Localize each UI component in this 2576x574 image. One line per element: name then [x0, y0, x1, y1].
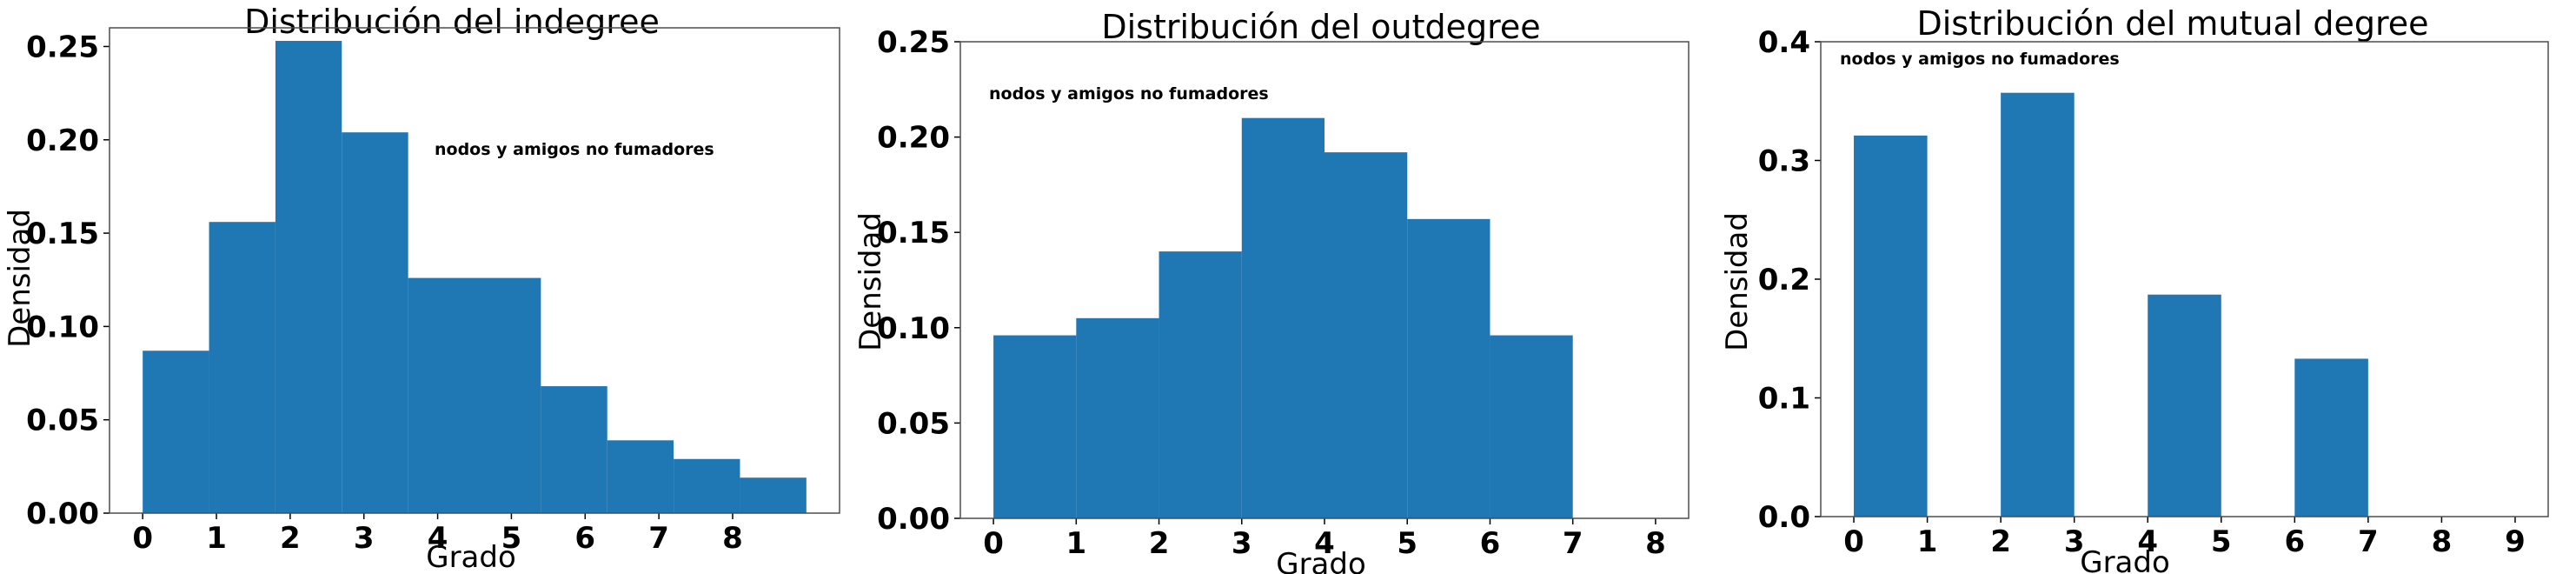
outdegree-y-tick-label: 0.10 — [877, 311, 950, 346]
mutual-degree-y-tick-label: 0.2 — [1758, 263, 1810, 297]
mutual-degree-x-tick-label: 9 — [2505, 524, 2526, 559]
outdegree-y-tick-label: 0.25 — [877, 25, 950, 60]
mutual-degree-bar — [2148, 294, 2221, 517]
outdegree-x-tick-label: 8 — [1645, 526, 1666, 561]
indegree-ticks: 0 1 2 3 4 5 6 7 8 0.00 0.05 0.10 0.15 0.20 0.25 — [26, 30, 743, 556]
outdegree-y-tick-label: 0.15 — [877, 216, 950, 250]
outdegree-bar — [1407, 218, 1490, 518]
mutual-degree-x-tick-label: 8 — [2432, 524, 2453, 559]
indegree-y-tick-label: 0.00 — [26, 497, 99, 531]
mutual-degree-x-tick-label: 7 — [2358, 524, 2379, 559]
indegree-x-tick-label: 8 — [722, 521, 743, 556]
mutual-degree-y-tick-label: 0.3 — [1758, 144, 1810, 179]
indegree-chart-title: Distribución del indegree — [244, 3, 660, 41]
indegree-x-axis-label: Grado — [426, 540, 516, 574]
mutual-degree-y-tick-label: 0.4 — [1758, 25, 1810, 60]
mutual-degree-x-tick-label: 2 — [1990, 524, 2011, 559]
mutual-degree-x-tick-label: 6 — [2284, 524, 2305, 559]
outdegree-y-tick-label: 0.00 — [877, 502, 950, 537]
indegree-x-tick-label: 6 — [574, 521, 595, 556]
outdegree-bar — [1490, 335, 1573, 518]
outdegree-x-tick-label: 6 — [1480, 526, 1501, 561]
mutual-degree-bars — [1854, 92, 2368, 517]
indegree-y-axis-label: Densidad — [3, 209, 37, 348]
mutual-degree-ticks: 0 1 2 3 4 5 6 7 8 9 0.0 0.1 0.2 0.3 0.4 — [1758, 25, 2526, 559]
mutual-degree-bar — [2001, 92, 2075, 517]
mutual-degree-plot-frame — [1820, 41, 2549, 517]
outdegree-x-tick-label: 7 — [1563, 526, 1583, 561]
outdegree-x-tick-label: 2 — [1149, 526, 1170, 561]
indegree-x-tick-label: 2 — [280, 521, 301, 556]
outdegree-chart-title: Distribución del outdegree — [1101, 8, 1540, 46]
mutual-degree-x-tick-label: 1 — [1917, 524, 1938, 559]
mutual-degree-x-tick-label: 4 — [2137, 524, 2158, 559]
indegree-bar — [342, 132, 408, 513]
mutual-degree-y-tick-label: 0.0 — [1758, 500, 1810, 535]
indegree-y-tick-label: 0.05 — [26, 404, 99, 438]
outdegree-bar — [993, 335, 1077, 518]
outdegree-bar — [1241, 117, 1325, 518]
mutual-degree-x-tick-label: 3 — [2064, 524, 2085, 559]
indegree-x-tick-label: 5 — [501, 521, 522, 556]
outdegree-bar — [1159, 251, 1242, 518]
indegree-y-tick-label: 0.20 — [26, 123, 99, 158]
mutual-degree-y-tick-label: 0.1 — [1758, 382, 1810, 417]
indegree-x-tick-label: 0 — [132, 521, 153, 556]
outdegree-ticks: 0 1 2 3 4 5 6 7 8 0.00 0.05 0.10 0.15 0.20 0.25 — [877, 25, 1666, 561]
mutual-degree-x-axis-label: Grado — [2080, 545, 2170, 574]
indegree-bar — [607, 440, 674, 513]
indegree-y-tick-label: 0.15 — [26, 217, 99, 251]
indegree-x-tick-label: 1 — [206, 521, 227, 556]
outdegree-x-tick-label: 3 — [1232, 526, 1252, 561]
indegree-y-tick-label: 0.25 — [26, 30, 99, 64]
indegree-annotation: nodos y amigos no fumadores — [435, 140, 714, 159]
indegree-bar — [541, 386, 607, 513]
outdegree-bar — [1325, 152, 1408, 519]
indegree-bar — [209, 222, 276, 513]
outdegree-x-axis-label: Grado — [1276, 547, 1366, 574]
outdegree-bar — [1076, 317, 1159, 518]
mutual-degree-chart-title: Distribución del mutual degree — [1916, 4, 2428, 43]
outdegree-histogram-panel: Distribución del outdegree Grado Densida… — [853, 8, 1690, 574]
mutual-degree-x-tick-label: 5 — [2211, 524, 2232, 559]
mutual-degree-annotation: nodos y amigos no fumadores — [1840, 50, 2120, 69]
outdegree-y-axis-label: Densidad — [853, 212, 888, 351]
outdegree-x-tick-label: 0 — [983, 526, 1004, 561]
outdegree-y-tick-label: 0.05 — [877, 406, 950, 441]
indegree-y-tick-label: 0.10 — [26, 310, 99, 344]
indegree-bar — [674, 458, 740, 513]
mutual-degree-bar — [1854, 135, 1928, 517]
mutual-degree-bar — [2294, 358, 2368, 517]
mutual-degree-y-axis-label: Densidad — [1720, 212, 1755, 351]
mutual-degree-histogram-panel: Distribución del mutual degree Grado Den… — [1720, 4, 2549, 574]
outdegree-x-tick-label: 1 — [1066, 526, 1086, 561]
mutual-degree-x-tick-label: 0 — [1843, 524, 1864, 559]
indegree-x-tick-label: 4 — [428, 521, 448, 556]
indegree-plot-frame — [109, 27, 840, 514]
outdegree-annotation: nodos y amigos no fumadores — [989, 84, 1269, 103]
indegree-x-tick-label: 7 — [648, 521, 669, 556]
indegree-histogram-panel: Distribución del indegree Grado Densidad… — [3, 3, 840, 574]
indegree-bar — [475, 277, 541, 513]
indegree-x-tick-label: 3 — [354, 521, 375, 556]
outdegree-bars — [993, 117, 1573, 519]
indegree-bar — [143, 350, 209, 513]
indegree-bar — [408, 277, 475, 513]
indegree-bars — [143, 41, 807, 514]
outdegree-x-tick-label: 4 — [1314, 526, 1335, 561]
outdegree-plot-frame — [959, 41, 1690, 519]
outdegree-x-tick-label: 5 — [1397, 526, 1417, 561]
indegree-bar — [275, 41, 342, 514]
indegree-bar — [740, 477, 807, 513]
outdegree-y-tick-label: 0.20 — [877, 121, 950, 156]
